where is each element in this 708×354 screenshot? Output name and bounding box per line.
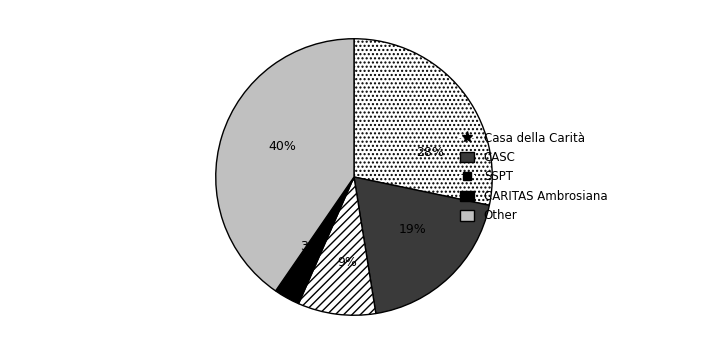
Text: 40%: 40% — [268, 140, 296, 153]
Text: 3%: 3% — [299, 240, 320, 253]
Text: 28%: 28% — [416, 145, 444, 159]
Text: 19%: 19% — [398, 223, 426, 236]
Wedge shape — [299, 177, 376, 315]
Wedge shape — [354, 177, 489, 314]
Text: 9%: 9% — [337, 256, 357, 269]
Wedge shape — [216, 39, 354, 291]
Wedge shape — [275, 177, 354, 304]
Wedge shape — [354, 39, 492, 205]
Legend: Casa della Carità, CASC, SSPT, CARITAS Ambrosiana, Other: Casa della Carità, CASC, SSPT, CARITAS A… — [457, 128, 611, 226]
